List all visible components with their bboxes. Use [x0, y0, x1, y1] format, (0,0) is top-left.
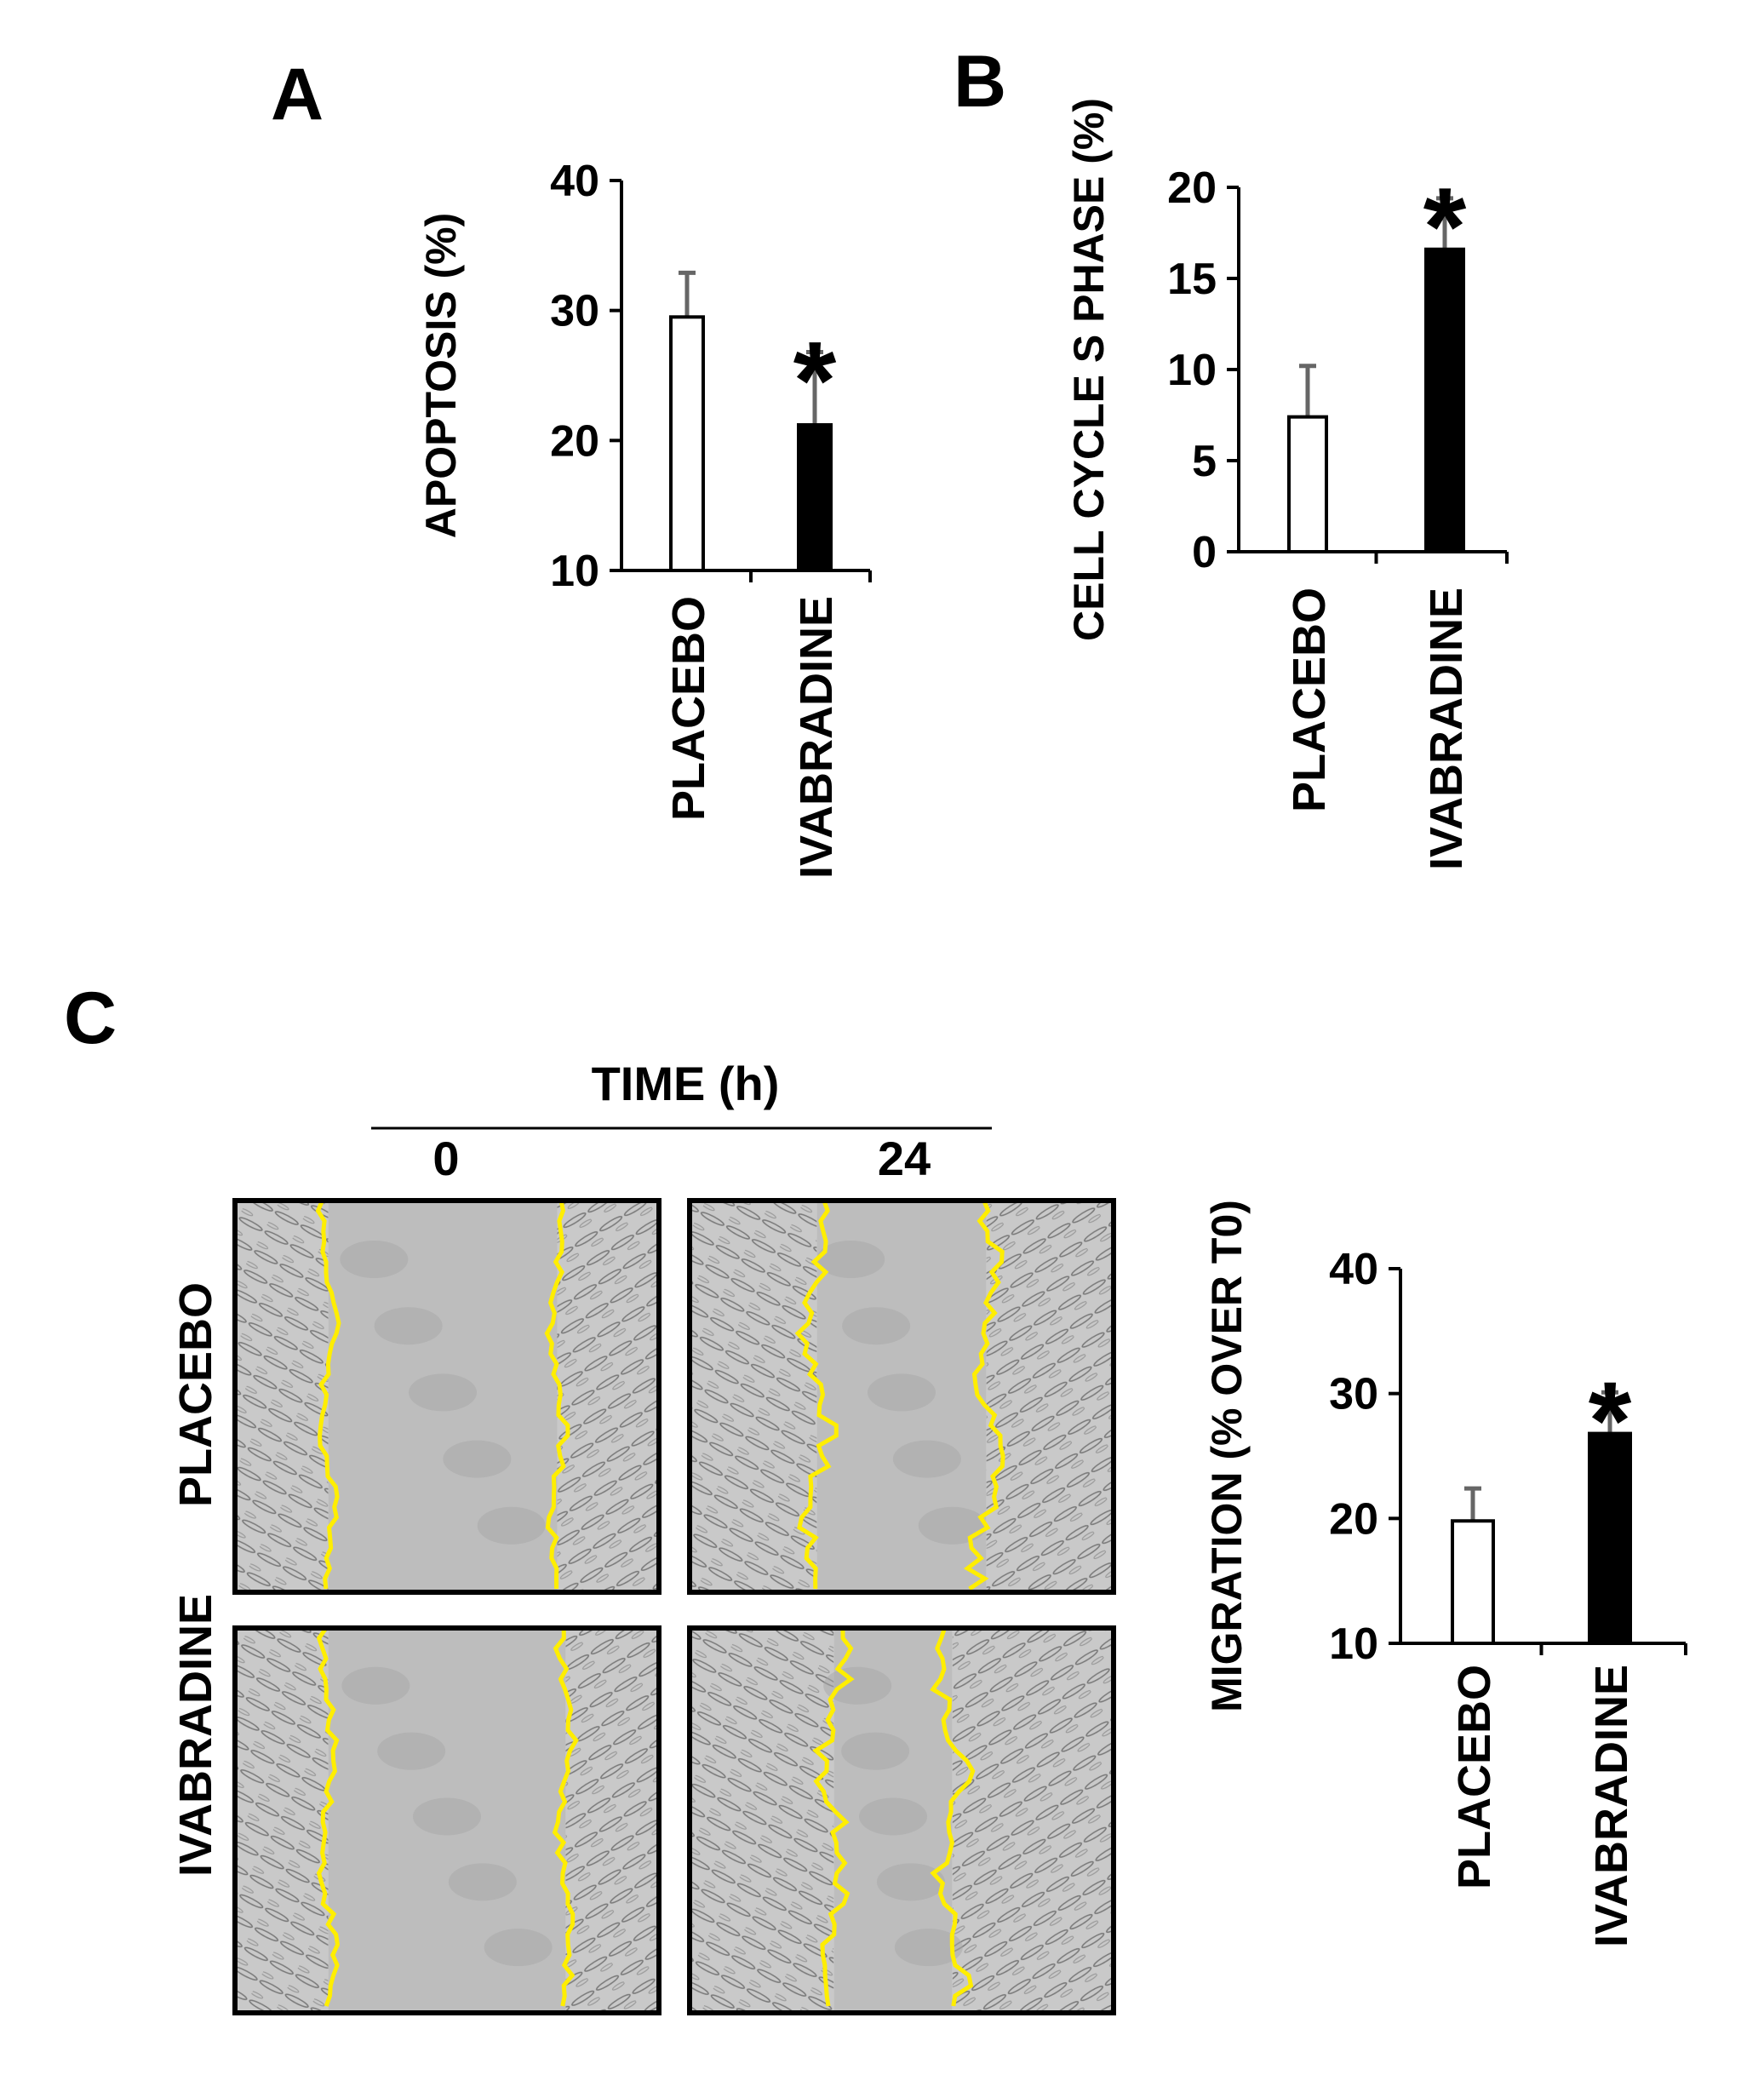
scratch-assay-images	[232, 1198, 1116, 2015]
category-label: PLACEBO	[1284, 588, 1335, 812]
y-tick-label: 40	[550, 157, 599, 206]
y-tick-label: 20	[1329, 1494, 1378, 1544]
micrograph-frame	[687, 1198, 1116, 1595]
gap-texture	[859, 1797, 928, 1836]
cell-monolayer-right	[557, 1201, 659, 1592]
micrograph-image	[232, 1625, 662, 2015]
y-tick-label: 10	[1167, 346, 1217, 395]
gap-texture	[841, 1732, 910, 1770]
y-tick-label: 5	[1192, 437, 1217, 486]
gap-texture	[918, 1506, 987, 1545]
cell-monolayer-left	[235, 1628, 329, 2013]
gap-texture	[413, 1797, 481, 1836]
panel-letter-b: B	[954, 41, 1006, 123]
bar-ivabradine	[797, 423, 833, 572]
wound-edge-left	[315, 1200, 341, 1590]
y-tick-label: 10	[550, 547, 599, 596]
wound-edge-right	[552, 1627, 579, 2007]
gap-texture	[340, 1241, 409, 1278]
time-label-24: 24	[878, 1132, 931, 1185]
category-label: PLACEBO	[663, 596, 714, 821]
y-tick-label: 10	[1329, 1619, 1378, 1669]
category-label: PLACEBO	[1449, 1665, 1500, 1889]
y-tick-label: 15	[1167, 255, 1217, 304]
micrograph-image	[687, 1198, 1116, 1595]
y-tick-label: 20	[550, 416, 599, 466]
wound-edge-left	[794, 1200, 839, 1590]
gap-texture	[409, 1373, 478, 1412]
time-header: TIME (h)	[592, 1057, 780, 1110]
gap-texture	[448, 1863, 517, 1901]
gap-texture	[876, 1863, 945, 1901]
gap-texture	[823, 1666, 892, 1705]
significance-marker: *	[1589, 1358, 1632, 1482]
y-tick-label: 0	[1192, 528, 1217, 577]
gap-texture	[892, 1440, 961, 1478]
bar-placebo	[669, 315, 705, 572]
micrograph-frame	[232, 1198, 662, 1595]
gap-texture	[842, 1307, 911, 1345]
gap-texture	[374, 1307, 443, 1345]
y-tick-label: 30	[1329, 1370, 1378, 1419]
wound-edge-left	[316, 1626, 341, 2007]
wound-edge-left	[812, 1627, 855, 2007]
gap-texture	[443, 1440, 512, 1478]
cell-monolayer-left	[690, 1628, 834, 2013]
gap-texture	[377, 1732, 446, 1770]
micrograph-image	[687, 1625, 1116, 2015]
gap-texture	[868, 1373, 936, 1412]
gap-texture	[894, 1929, 963, 1967]
y-axis-label: CELL CYCLE S PHASE (%)	[1065, 98, 1113, 641]
cell-monolayer-left	[690, 1201, 817, 1592]
category-label: IVABRADINE	[791, 596, 842, 879]
micrograph-image	[232, 1198, 662, 1595]
category-label: IVABRADINE	[1586, 1665, 1637, 1947]
cell-monolayer-right	[986, 1201, 1114, 1592]
wound-edge-right	[544, 1200, 570, 1590]
gap-texture	[477, 1506, 546, 1545]
cell-monolayer-right	[565, 1628, 659, 2013]
gap-texture	[816, 1241, 885, 1278]
row-label-ivabradine: IVABRADINE	[170, 1594, 221, 1877]
wound-edge-right	[963, 1200, 1005, 1591]
bar-ivabradine	[1424, 247, 1465, 553]
gap-texture	[341, 1666, 410, 1705]
significance-marker: *	[793, 318, 837, 443]
significance-marker: *	[1423, 164, 1467, 289]
panel-letter-a: A	[271, 54, 324, 135]
chart-cell-cycle: 0 5 10 15 20 CELL CYCLE S PHASE (%) PLACEBO * IV…	[1065, 98, 1509, 870]
bar-ivabradine	[1588, 1431, 1632, 1645]
chart-apoptosis: 10 20 30 40 APOPTOSIS (%) PLACEBO * IVABRADINE	[417, 157, 872, 879]
y-tick-label: 20	[1167, 163, 1217, 213]
micrograph-frame	[232, 1625, 662, 2015]
y-axis-label: MIGRATION (% OVER T0)	[1203, 1200, 1251, 1712]
y-tick-label: 30	[550, 287, 599, 336]
chart-migration: 10 20 30 40 MIGRATION (% OVER T0) PLACEBO * IVA…	[1203, 1200, 1687, 1947]
row-label-placebo: PLACEBO	[170, 1282, 221, 1507]
y-axis-label: APOPTOSIS (%)	[417, 213, 465, 538]
bar-placebo	[1287, 415, 1328, 554]
bar-placebo	[1451, 1519, 1495, 1646]
wound-edge-right	[930, 1627, 976, 2007]
category-label: IVABRADINE	[1421, 588, 1472, 870]
micrograph-frame	[687, 1625, 1116, 2015]
time-label-0: 0	[432, 1132, 459, 1185]
cell-monolayer-left	[235, 1201, 329, 1592]
panel-letter-c: C	[64, 977, 117, 1059]
cell-monolayer-right	[952, 1628, 1114, 2013]
y-tick-label: 40	[1329, 1245, 1378, 1294]
gap-texture	[484, 1929, 553, 1967]
